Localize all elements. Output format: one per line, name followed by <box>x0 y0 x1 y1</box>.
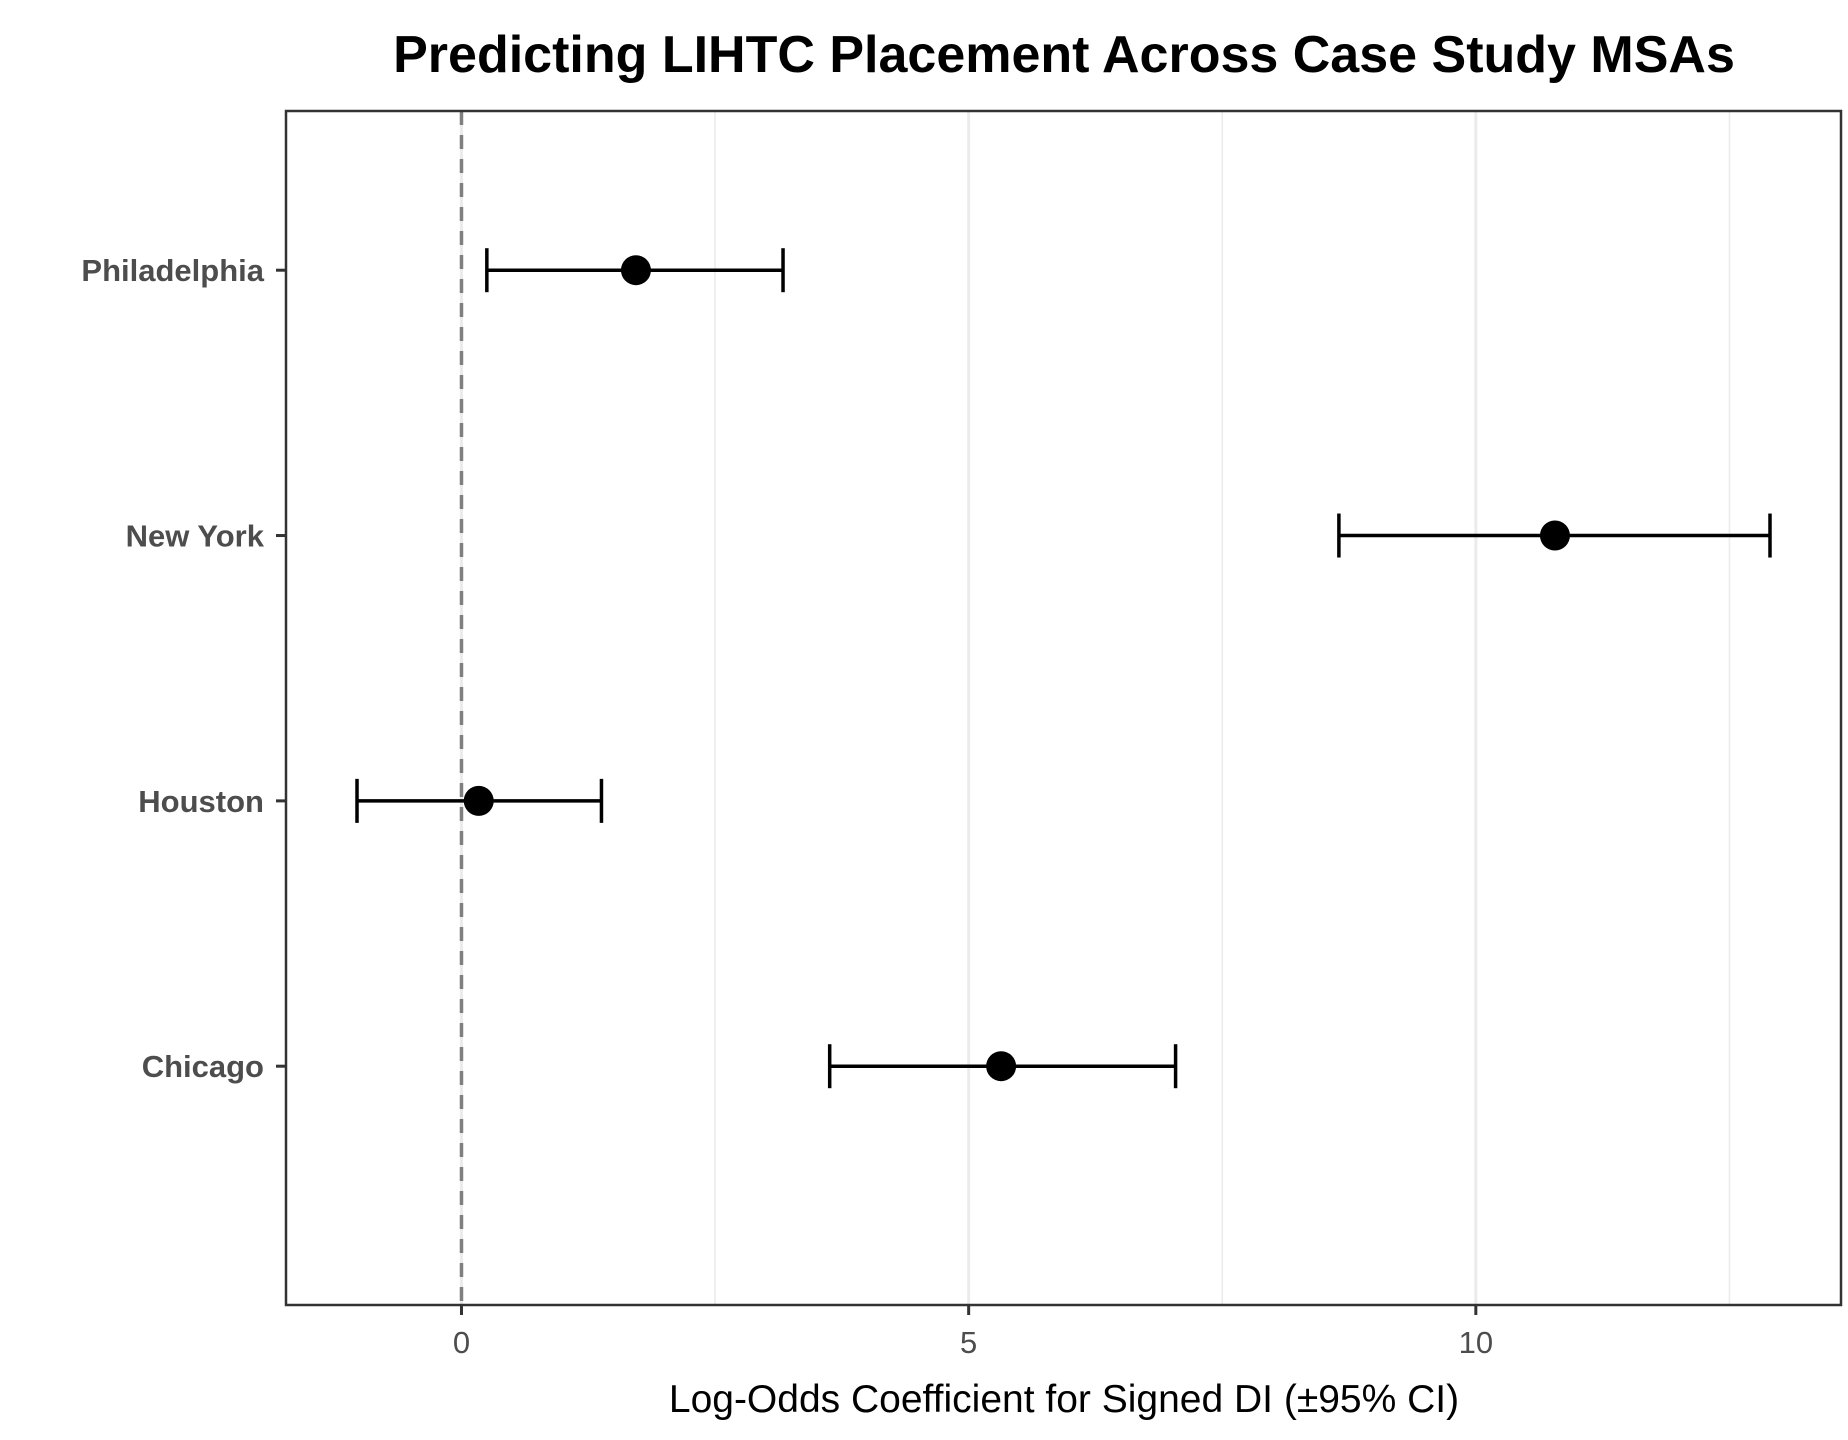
point-estimate <box>463 785 494 816</box>
x-tick-label: 5 <box>960 1325 977 1360</box>
point-estimate <box>620 255 651 286</box>
y-tick-label: New York <box>126 519 265 554</box>
x-axis-label: Log-Odds Coefficient for Signed DI (±95%… <box>669 1378 1459 1421</box>
errorbar-row-new-york <box>1337 513 1772 558</box>
errorbar-row-chicago <box>827 1044 1178 1089</box>
y-tick-label: Houston <box>138 784 264 819</box>
y-tick-label: Philadelphia <box>81 253 264 288</box>
y-tick-label: Chicago <box>142 1049 264 1084</box>
point-estimate <box>986 1051 1017 1082</box>
grid-layer <box>459 111 1731 1305</box>
errorbar-row-houston <box>355 778 604 823</box>
x-tick-label: 10 <box>1459 1325 1493 1360</box>
marks-layer <box>355 248 1772 1089</box>
axis-layer: Philadelphia New York Houston Chicago 0 5 10 <box>81 253 1493 1360</box>
errorbar-row-philadelphia <box>485 248 785 293</box>
panel-border <box>284 109 1843 1307</box>
chart-title: Predicting LIHTC Placement Across Case S… <box>393 26 1735 84</box>
point-estimate <box>1539 520 1570 551</box>
x-tick-label: 0 <box>453 1325 470 1360</box>
